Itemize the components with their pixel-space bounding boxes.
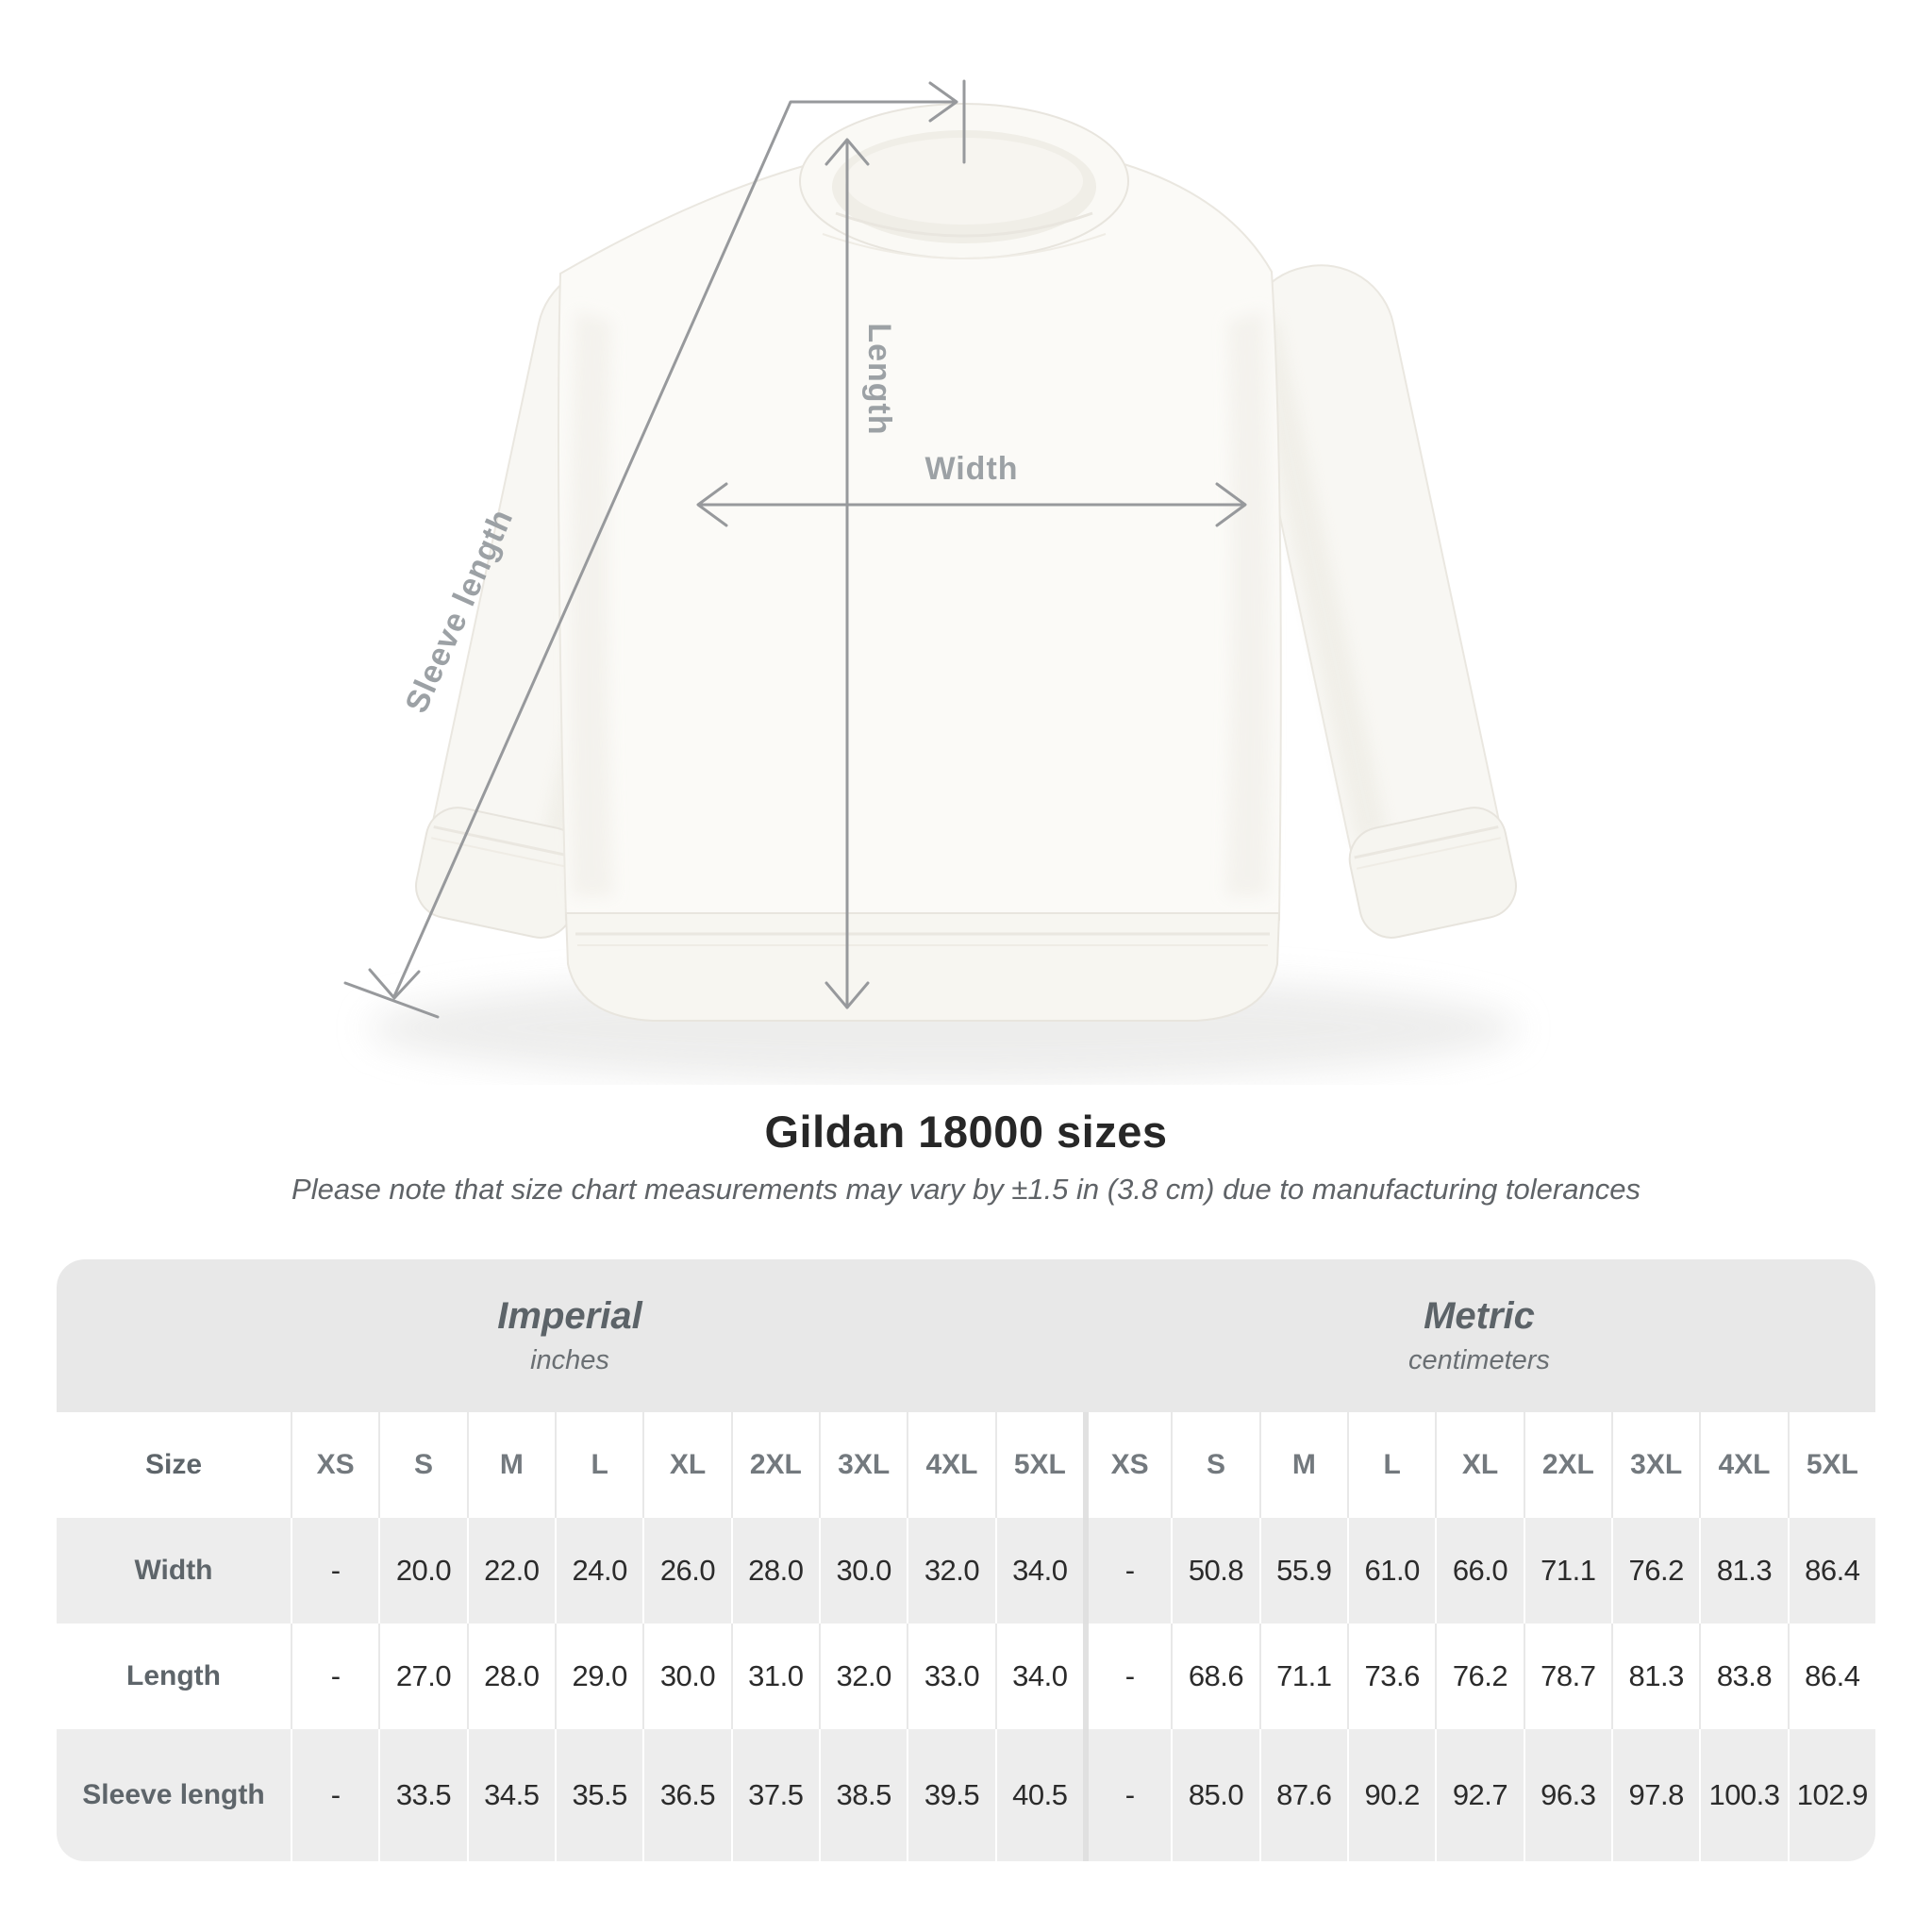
size-header-cell: 2XL bbox=[730, 1412, 819, 1518]
value-cell: - bbox=[291, 1624, 378, 1729]
sweatshirt-body bbox=[558, 158, 1282, 1022]
value-cell: 29.0 bbox=[555, 1624, 642, 1729]
value-cell: 73.6 bbox=[1347, 1624, 1435, 1729]
value-cell: 30.0 bbox=[819, 1518, 907, 1624]
value-cell: 92.7 bbox=[1435, 1729, 1523, 1861]
row-label: Sleeve length bbox=[82, 1779, 265, 1810]
size-header-cell: S bbox=[378, 1412, 466, 1518]
measurement-annotations bbox=[343, 79, 1247, 1019]
size-header-cell: 5XL bbox=[994, 1412, 1083, 1518]
value-cell: 86.4 bbox=[1787, 1624, 1875, 1729]
value-cell: 40.5 bbox=[994, 1729, 1083, 1861]
value-cell: 30.0 bbox=[642, 1624, 730, 1729]
value-cell: 37.5 bbox=[730, 1729, 819, 1861]
metric-header: Metric centimeters bbox=[1083, 1259, 1875, 1412]
value-cell: 34.5 bbox=[466, 1729, 555, 1861]
value-cell: 76.2 bbox=[1611, 1518, 1699, 1624]
size-chart-table: Imperial inches Metric centimeters Size … bbox=[57, 1259, 1875, 1861]
value-cell: 33.5 bbox=[378, 1729, 466, 1861]
size-header-cell: XL bbox=[1435, 1412, 1523, 1518]
value-cell: 66.0 bbox=[1435, 1518, 1523, 1624]
value-cell: 34.0 bbox=[994, 1624, 1083, 1729]
value-cell: 81.3 bbox=[1611, 1624, 1699, 1729]
size-header-cell: XS bbox=[291, 1412, 378, 1518]
value-cell: 28.0 bbox=[466, 1624, 555, 1729]
value-cell: 71.1 bbox=[1258, 1624, 1347, 1729]
size-header-cell: M bbox=[1258, 1412, 1347, 1518]
value-cell: 39.5 bbox=[907, 1729, 994, 1861]
value-cell: 90.2 bbox=[1347, 1729, 1435, 1861]
value-cell: 86.4 bbox=[1787, 1518, 1875, 1624]
size-header-cell: 3XL bbox=[1611, 1412, 1699, 1518]
value-cell: 32.0 bbox=[819, 1624, 907, 1729]
value-cell: - bbox=[291, 1729, 378, 1861]
value-cell: 61.0 bbox=[1347, 1518, 1435, 1624]
row-label: Length bbox=[126, 1660, 221, 1691]
value-cell: 68.6 bbox=[1171, 1624, 1258, 1729]
metric-unit: centimeters bbox=[1408, 1345, 1550, 1375]
imperial-header: Imperial inches bbox=[57, 1259, 1083, 1412]
value-cell: 26.0 bbox=[642, 1518, 730, 1624]
table-row: Length -27.0 28.0 29.0 30.0 31.0 32.0 33.0 34.0-… bbox=[57, 1624, 1875, 1729]
size-header-cell: L bbox=[1347, 1412, 1435, 1518]
value-cell: 102.9 bbox=[1787, 1729, 1875, 1861]
value-cell: 81.3 bbox=[1699, 1518, 1787, 1624]
value-cell: - bbox=[1083, 1518, 1171, 1624]
size-header-cell: 4XL bbox=[907, 1412, 994, 1518]
value-cell: 76.2 bbox=[1435, 1624, 1523, 1729]
table-row: Sleeve length -33.5 34.5 35.5 36.5 37.5 38.5 39… bbox=[57, 1729, 1875, 1861]
size-header-row: Size XS S M L XL 2XL 3XL 4XL 5XL XS S M L XL 2XL 3XL 4XL… bbox=[57, 1412, 1875, 1518]
metric-label: Metric bbox=[1424, 1295, 1535, 1337]
size-header-cell: 3XL bbox=[819, 1412, 907, 1518]
value-cell: 31.0 bbox=[730, 1624, 819, 1729]
size-header-cell: S bbox=[1171, 1412, 1258, 1518]
value-cell: 35.5 bbox=[555, 1729, 642, 1861]
imperial-label: Imperial bbox=[497, 1295, 642, 1337]
value-cell: 24.0 bbox=[555, 1518, 642, 1624]
value-cell: 20.0 bbox=[378, 1518, 466, 1624]
row-label: Width bbox=[134, 1555, 213, 1586]
size-header-cell: XL bbox=[642, 1412, 730, 1518]
value-cell: 71.1 bbox=[1523, 1518, 1611, 1624]
value-cell: 27.0 bbox=[378, 1624, 466, 1729]
size-header-cell: L bbox=[555, 1412, 642, 1518]
product-diagram: Length Width Sleeve length bbox=[343, 79, 1519, 1083]
length-measure-label: Length bbox=[861, 323, 897, 435]
size-column-header: Size bbox=[144, 1449, 203, 1480]
value-cell: 38.5 bbox=[819, 1729, 907, 1861]
value-cell: 33.0 bbox=[907, 1624, 994, 1729]
unit-header-band: Imperial inches Metric centimeters bbox=[57, 1259, 1875, 1412]
tolerance-note: Please note that size chart measurements… bbox=[291, 1173, 1641, 1206]
page-title: Gildan 18000 sizes bbox=[764, 1107, 1168, 1157]
size-header-cell: XS bbox=[1083, 1412, 1171, 1518]
value-cell: 55.9 bbox=[1258, 1518, 1347, 1624]
value-cell: 22.0 bbox=[466, 1518, 555, 1624]
value-cell: 36.5 bbox=[642, 1729, 730, 1861]
value-cell: 32.0 bbox=[907, 1518, 994, 1624]
size-header-cell: 5XL bbox=[1787, 1412, 1875, 1518]
imperial-unit: inches bbox=[530, 1345, 609, 1375]
value-cell: 100.3 bbox=[1699, 1729, 1787, 1861]
value-cell: 78.7 bbox=[1523, 1624, 1611, 1729]
value-cell: 28.0 bbox=[730, 1518, 819, 1624]
value-cell: 50.8 bbox=[1171, 1518, 1258, 1624]
width-measure-label: Width bbox=[924, 451, 1018, 487]
value-cell: - bbox=[291, 1518, 378, 1624]
size-header-cell: 4XL bbox=[1699, 1412, 1787, 1518]
value-cell: - bbox=[1083, 1729, 1171, 1861]
value-cell: 85.0 bbox=[1171, 1729, 1258, 1861]
sweatshirt-diagram: Length Width Sleeve length bbox=[343, 79, 1519, 1083]
table-row: Width -20.0 22.0 24.0 26.0 28.0 30.0 32.0 34.0-5… bbox=[57, 1518, 1875, 1624]
value-cell: 97.8 bbox=[1611, 1729, 1699, 1861]
value-cell: 87.6 bbox=[1258, 1729, 1347, 1861]
value-cell: - bbox=[1083, 1624, 1171, 1729]
size-header-cell: 2XL bbox=[1523, 1412, 1611, 1518]
value-cell: 83.8 bbox=[1699, 1624, 1787, 1729]
value-cell: 96.3 bbox=[1523, 1729, 1611, 1861]
value-cell: 34.0 bbox=[994, 1518, 1083, 1624]
size-header-cell: M bbox=[466, 1412, 555, 1518]
